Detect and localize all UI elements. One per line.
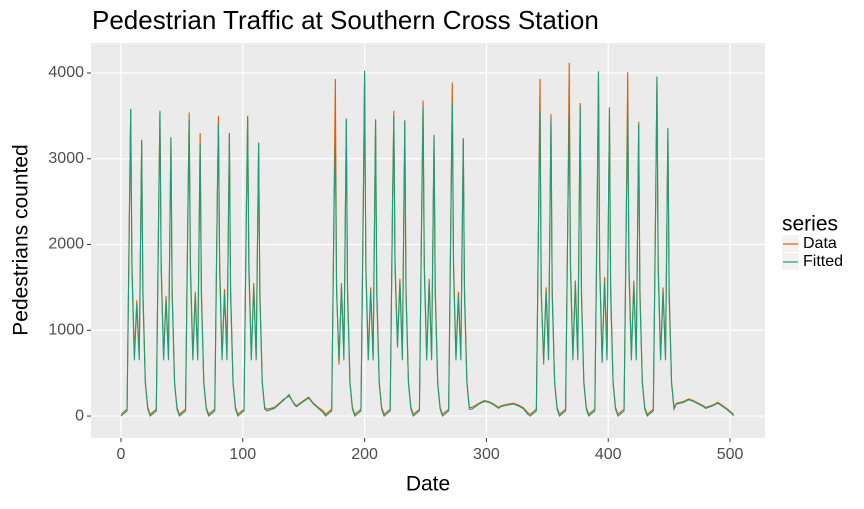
- y-tick-label: 0: [75, 407, 84, 424]
- legend-label: Data: [803, 235, 837, 252]
- y-tick-label: 3000: [48, 150, 84, 167]
- y-tick-label: 4000: [48, 64, 84, 81]
- x-axis-title: Date: [406, 473, 450, 496]
- x-tick-label: 100: [229, 446, 256, 463]
- y-tick-label: 2000: [48, 236, 84, 253]
- legend-label: Fitted: [803, 253, 843, 270]
- x-tick-label: 0: [117, 446, 126, 463]
- x-tick-label: 200: [351, 446, 378, 463]
- legend-title: series: [782, 213, 838, 236]
- x-tick-label: 400: [595, 446, 622, 463]
- plot-panel: [91, 43, 765, 438]
- series-line: [120, 70, 735, 417]
- y-axis-title: Pedestrians counted: [10, 144, 33, 335]
- series-line: [120, 62, 735, 416]
- x-tick-label: 300: [473, 446, 500, 463]
- x-tick-label: 500: [717, 446, 744, 463]
- y-tick-label: 1000: [48, 322, 84, 339]
- chart-title: Pedestrian Traffic at Southern Cross Sta…: [92, 5, 599, 35]
